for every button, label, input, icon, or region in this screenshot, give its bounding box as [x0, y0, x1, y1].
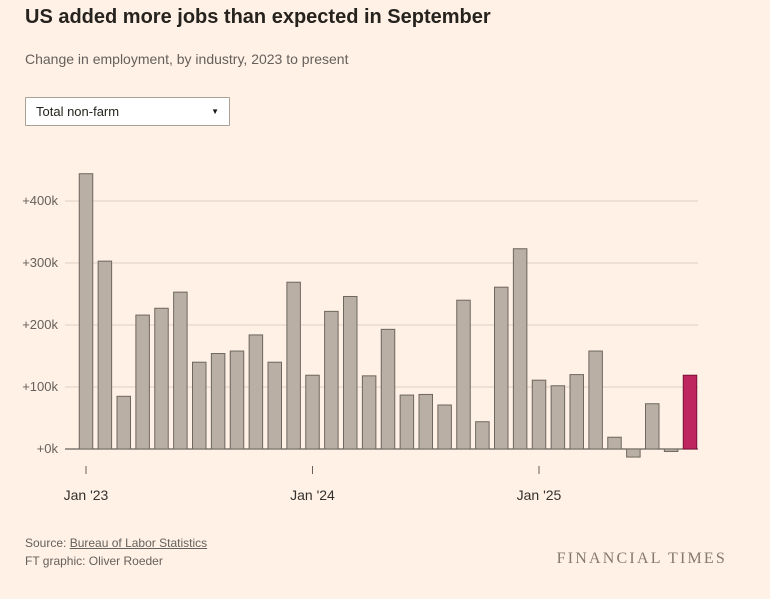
graphic-credit: FT graphic: Oliver Roeder — [25, 554, 163, 568]
bar-Jan '25 — [531, 379, 547, 450]
bar-Sep '23 — [229, 350, 245, 450]
y-axis-label: +400k — [22, 193, 58, 208]
bar-Mar '23 — [116, 395, 131, 450]
y-axis-label: +100k — [22, 379, 58, 394]
bar-Jan '23 — [78, 173, 94, 450]
bar-Jul '23 — [192, 361, 207, 450]
x-axis-label: Jan '23 — [64, 487, 109, 503]
bar-Jul '25 — [645, 403, 660, 450]
source-line: Source: Bureau of Labor Statistics — [25, 536, 207, 550]
bar-Nov '24 — [494, 286, 509, 450]
bar-Jun '24 — [399, 394, 415, 450]
bar-Apr '25 — [588, 350, 603, 450]
chevron-down-icon: ▼ — [211, 106, 219, 116]
bar-Dec '24 — [512, 248, 528, 450]
bar-Jul '24 — [418, 393, 433, 450]
bar-May '25 — [607, 436, 622, 450]
bar-Mar '25 — [569, 374, 584, 450]
source-link[interactable]: Bureau of Labor Statistics — [69, 536, 208, 550]
bar-Oct '24 — [475, 421, 490, 450]
y-axis-label: +300k — [22, 255, 58, 270]
bar-Jun '23 — [173, 291, 188, 450]
industry-select[interactable]: Total non-farm ▼ — [25, 97, 230, 126]
y-axis-label: +200k — [22, 317, 58, 332]
bar-Mar '24 — [343, 295, 358, 450]
footer-text: Source: Bureau of Labor Statistics FT gr… — [25, 536, 207, 568]
bar-Apr '24 — [361, 375, 377, 450]
bar-Aug '24 — [437, 404, 452, 450]
bar-Nov '23 — [267, 361, 282, 450]
bar-Feb '25 — [550, 385, 566, 450]
bar-Aug '25 — [663, 448, 679, 452]
x-axis-label: Jan '24 — [290, 487, 335, 503]
bar-Feb '23 — [97, 260, 113, 450]
industry-select-value: Total non-farm — [36, 104, 120, 119]
page-title: US added more jobs than expected in Sept… — [25, 6, 491, 28]
ft-chart-page: US added more jobs than expected in Sept… — [0, 6, 770, 568]
employment-bar-chart: +0k +100k +200k +300k +400k Jan '23 Jan '24 Jan… — [22, 173, 698, 503]
bar-May '24 — [380, 328, 396, 450]
chart-subtitle: Change in employment, by industry, 2023 … — [25, 51, 349, 67]
bar-Feb '24 — [324, 310, 339, 450]
source-prefix: Source: — [25, 536, 67, 550]
x-axis-label: Jan '25 — [517, 487, 562, 503]
bar-Dec '23 — [286, 281, 301, 450]
bar-Apr '23 — [135, 314, 150, 450]
financial-times-logo: FINANCIAL TIMES — [556, 550, 727, 567]
y-axis-label: +0k — [37, 441, 59, 456]
bar-Oct '23 — [248, 334, 264, 450]
bar-Jan '24 — [305, 374, 320, 450]
bar-Aug '23 — [210, 353, 226, 450]
bar-May '23 — [154, 307, 169, 450]
bar-Jun '25 — [626, 448, 641, 458]
bar-Sep '24 — [456, 299, 471, 450]
bar-Sep '25 — [682, 374, 698, 450]
footer: Source: Bureau of Labor Statistics FT gr… — [0, 536, 770, 568]
